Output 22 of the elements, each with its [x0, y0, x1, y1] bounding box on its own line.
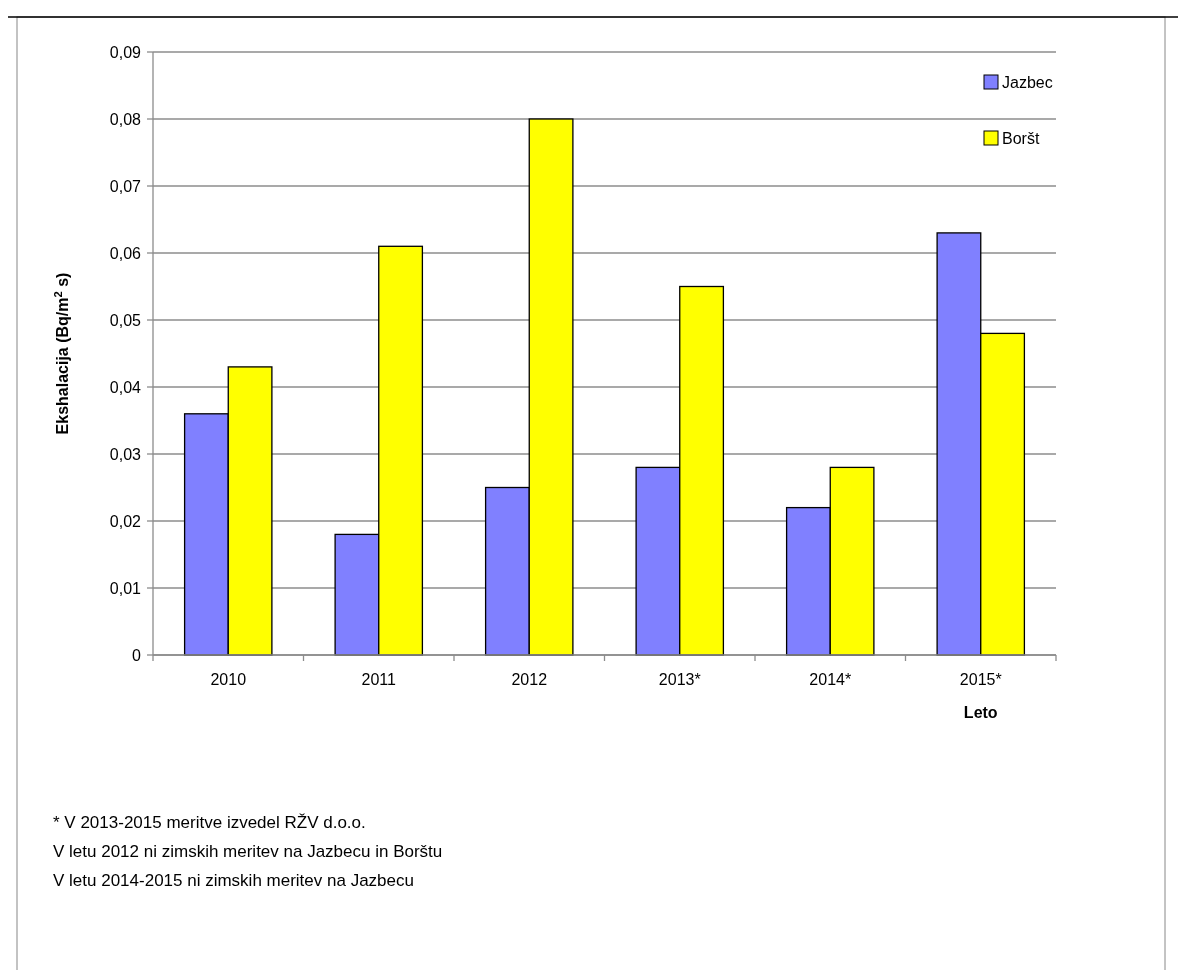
legend-label: Jazbec — [1002, 73, 1053, 91]
x-tick-label: 2010 — [210, 671, 247, 688]
y-tick-label: 0,04 — [109, 378, 142, 396]
x-tick-label: 2012 — [511, 671, 548, 688]
y-tick-label: 0,06 — [109, 244, 142, 262]
text: V letu 2014-2015 ni zimskih meritev na Jazbecu — [53, 871, 414, 890]
legend-label: Boršt — [1002, 129, 1040, 147]
y-tick-label: 0,03 — [109, 445, 142, 463]
y-tick-label: 0,01 — [109, 579, 142, 597]
x-tick-label: 2011 — [361, 671, 397, 688]
y-tick-label: 0,07 — [109, 177, 142, 195]
x-tick-label: 2013* — [658, 671, 701, 688]
x-tick-label: 2014* — [809, 671, 852, 688]
y-tick-label: 0 — [132, 646, 142, 664]
y-tick-label: 0,05 — [109, 311, 142, 329]
y-tick-label: 0,08 — [109, 110, 142, 128]
x-axis-title: Leto — [963, 704, 998, 721]
y-tick-label: 0,02 — [109, 512, 142, 530]
text: V letu 2012 ni zimskih meritev na Jazbecu in Borštu — [53, 842, 443, 861]
x-tick-label: 2015* — [959, 671, 1002, 688]
y-tick-label: 0,09 — [109, 43, 142, 61]
text: * V 2013-2015 meritve izvedel RŽV d.o.o. — [53, 813, 366, 832]
